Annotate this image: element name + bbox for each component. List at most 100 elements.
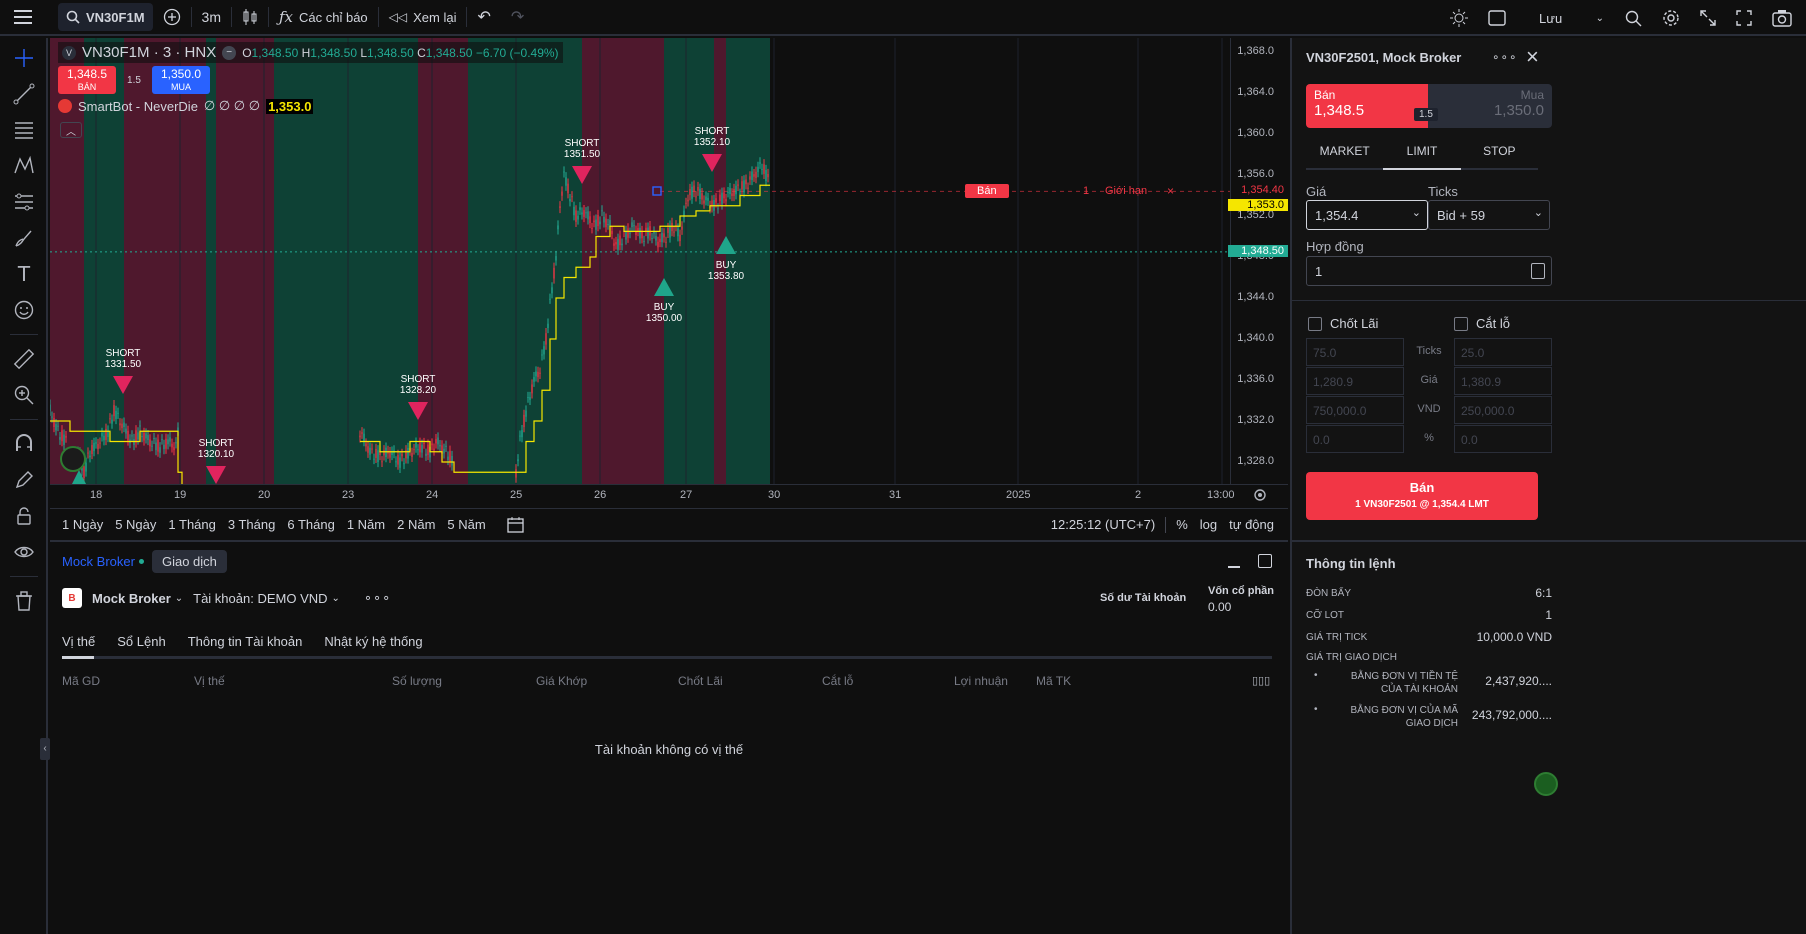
column-header-1[interactable]: Vị thế xyxy=(194,674,225,688)
hide-icon[interactable]: − xyxy=(222,45,237,60)
buy-side-button[interactable]: Mua 1,350.0 xyxy=(1428,84,1552,128)
broker-name[interactable]: Mock Broker xyxy=(92,590,171,606)
chevron-down-icon[interactable]: ⌄ xyxy=(1533,207,1543,219)
legend-symbol[interactable]: VN30F1M · 3 · HNX xyxy=(82,44,217,61)
quick-buy-button[interactable]: 1,350.0 MUA xyxy=(152,66,210,94)
close-icon[interactable]: × xyxy=(1526,44,1539,69)
prediction-icon[interactable] xyxy=(0,184,48,220)
price-chart[interactable]: SHORT1331.50SHORT1320.10SHORT1328.20SHOR… xyxy=(50,38,1230,484)
minimize-icon[interactable] xyxy=(1228,566,1240,568)
interval-button[interactable]: 3m xyxy=(201,9,221,25)
replay-button[interactable]: ◁◁ Xem lại xyxy=(379,0,467,35)
chevron-down-icon[interactable]: ⌄ xyxy=(174,592,184,604)
stop-loss-field-2[interactable]: 250,000.0 xyxy=(1454,396,1552,424)
brush-icon[interactable] xyxy=(0,220,48,256)
fullscreen-icon[interactable] xyxy=(1726,0,1762,36)
chart-settings-icon[interactable] xyxy=(1252,487,1268,503)
symbol-search-button[interactable]: VN30F1M xyxy=(58,3,153,31)
calculator-icon[interactable] xyxy=(1531,263,1545,279)
chart-type-button[interactable] xyxy=(232,0,268,35)
indicators-button[interactable]: ƒx Các chỉ báo xyxy=(269,0,378,35)
stop-loss-field-1[interactable]: 1,380.9 xyxy=(1454,367,1552,395)
notification-icon[interactable] xyxy=(1534,772,1558,796)
account-select[interactable]: Tài khoản: DEMO VND xyxy=(193,590,328,606)
chart-pane[interactable]: SHORT 1331.50 SHORT 1320.10 SHORT 1328.20 SHOR… xyxy=(50,38,1288,506)
price-axis[interactable]: 1,368.0 1,364.0 1,360.0 1,356.0 1,352.0 1,348… xyxy=(1228,38,1288,484)
theme-icon[interactable] xyxy=(1440,0,1478,36)
chevron-up-icon[interactable]: ︿ xyxy=(60,122,82,138)
camera-icon[interactable] xyxy=(1762,0,1806,36)
compare-button[interactable] xyxy=(153,0,191,35)
gear-icon[interactable] xyxy=(1652,0,1690,36)
column-header-5[interactable]: Cắt lỗ xyxy=(822,674,854,688)
range-6[interactable]: 2 Năm xyxy=(397,517,436,532)
range-3[interactable]: 3 Tháng xyxy=(227,517,276,532)
more-icon[interactable]: ∘∘∘ xyxy=(363,590,392,605)
fib-icon[interactable] xyxy=(0,112,48,148)
log-toggle[interactable]: log xyxy=(1199,517,1218,532)
time-axis[interactable]: 18 19 20 23 24 25 26 27 30 31 2025 2 13:00 xyxy=(50,484,1288,506)
order-type-tab-0[interactable]: MARKET xyxy=(1306,144,1384,170)
stop-loss-field-3[interactable]: 0.0 xyxy=(1454,425,1552,453)
chevron-down-icon[interactable]: ⌄ xyxy=(1595,12,1604,24)
percent-toggle[interactable]: % xyxy=(1176,517,1188,532)
eye-icon[interactable] xyxy=(0,534,48,570)
quick-sell-button[interactable]: 1,348.5 BÁN xyxy=(58,66,116,94)
account-tab-3[interactable]: Nhật ký hệ thống xyxy=(324,634,423,649)
more-icon[interactable]: ∘∘∘ xyxy=(1492,50,1518,64)
column-header-0[interactable]: Mã GD xyxy=(62,674,101,688)
indicator-legend[interactable]: SmartBot - NeverDie ∅ ∅ ∅ ∅ 1,353.0 xyxy=(58,98,314,114)
auto-toggle[interactable]: tự động xyxy=(1229,517,1274,532)
range-7[interactable]: 5 Năm xyxy=(447,517,486,532)
order-type-tab-2[interactable]: STOP xyxy=(1460,144,1538,170)
range-5[interactable]: 1 Năm xyxy=(346,517,386,532)
columns-icon[interactable]: ▯▯▯ xyxy=(1252,675,1271,687)
redo-icon[interactable]: ↷ xyxy=(510,9,525,26)
account-tab-2[interactable]: Thông tin Tài khoản xyxy=(187,634,303,649)
trash-icon[interactable] xyxy=(0,583,48,619)
stay-drawing-icon[interactable] xyxy=(0,462,48,498)
lock-icon[interactable] xyxy=(0,498,48,534)
range-4[interactable]: 6 Tháng xyxy=(287,517,335,532)
stop-loss-checkbox[interactable]: Cắt lỗ xyxy=(1454,316,1510,331)
quick-search-icon[interactable] xyxy=(1614,0,1652,36)
magnet-icon[interactable] xyxy=(0,426,48,462)
column-header-7[interactable]: Mã TK xyxy=(1036,674,1072,688)
goto-date-icon[interactable] xyxy=(506,516,526,534)
price-input[interactable]: 1,354.4 ⌄ xyxy=(1306,200,1428,230)
submit-sell-button[interactable]: Bán 1 VN30F2501 @ 1,354.4 LMT xyxy=(1306,472,1538,520)
layout-icon[interactable] xyxy=(1478,0,1516,36)
tab-mock-broker[interactable]: Mock Broker xyxy=(62,553,135,569)
chevron-down-icon[interactable]: ⌄ xyxy=(331,592,340,604)
sell-side-button[interactable]: Bán 1,348.5 xyxy=(1306,84,1428,128)
take-profit-field-0[interactable]: 75.0 xyxy=(1306,338,1404,366)
order-line[interactable]: Bán 1 Giới hạn × xyxy=(965,184,1230,200)
collapse-sidebar-icon[interactable]: ‹ xyxy=(40,738,50,760)
drawing-anchor[interactable] xyxy=(652,186,662,196)
text-icon[interactable]: T xyxy=(17,262,31,286)
menu-icon[interactable] xyxy=(0,0,48,35)
save-button[interactable]: Lưu xyxy=(1516,0,1586,36)
undo-icon[interactable]: ↶ xyxy=(477,9,491,26)
clock-label[interactable]: 12:25:12 (UTC+7) xyxy=(1050,517,1156,532)
range-0[interactable]: 1 Ngày xyxy=(62,517,104,532)
take-profit-checkbox[interactable]: Chốt Lãi xyxy=(1308,316,1378,331)
trendline-icon[interactable] xyxy=(0,76,48,112)
stop-loss-field-0[interactable]: 25.0 xyxy=(1454,338,1552,366)
take-profit-field-1[interactable]: 1,280.9 xyxy=(1306,367,1404,395)
order-type-tab-1[interactable]: LIMIT xyxy=(1383,144,1461,170)
pattern-icon[interactable] xyxy=(0,148,48,184)
take-profit-field-3[interactable]: 0.0 xyxy=(1306,425,1404,453)
column-header-4[interactable]: Chốt Lãi xyxy=(678,674,723,688)
take-profit-field-2[interactable]: 750,000.0 xyxy=(1306,396,1404,424)
maximize-icon[interactable] xyxy=(1258,554,1272,568)
tab-trade[interactable]: Giao dịch xyxy=(151,549,227,573)
zoom-in-icon[interactable] xyxy=(0,377,48,413)
account-tab-0[interactable]: Vị thế xyxy=(62,634,96,649)
column-header-6[interactable]: Lợi nhuận xyxy=(954,674,1008,688)
range-2[interactable]: 1 Tháng xyxy=(168,517,216,532)
account-tab-1[interactable]: Sổ Lệnh xyxy=(117,634,166,649)
range-1[interactable]: 5 Ngày xyxy=(115,517,157,532)
ticks-select[interactable]: Bid + 59 ⌄ xyxy=(1428,200,1550,230)
emoji-icon[interactable] xyxy=(0,292,48,328)
